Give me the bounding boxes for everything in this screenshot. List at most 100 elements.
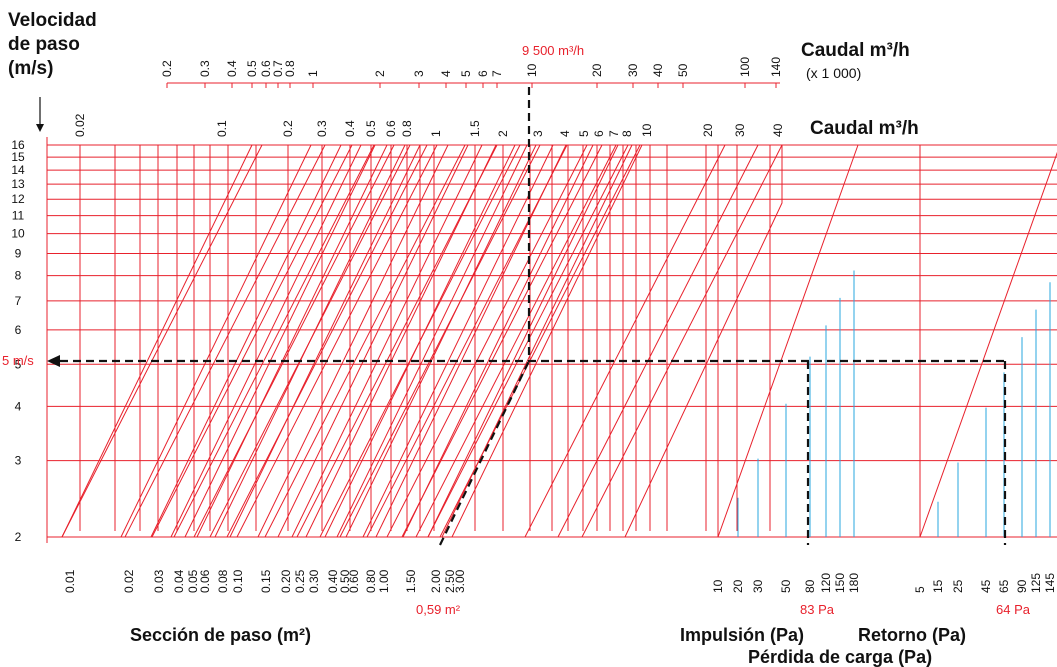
upper-flow-tick-label: 1.5 bbox=[468, 120, 482, 137]
section-tick-label: 0.25 bbox=[293, 569, 307, 593]
top-flow-tick-label: 20 bbox=[590, 63, 604, 77]
section-tick-label: 0.50 bbox=[338, 569, 352, 593]
top-flow-tick-label: 0.7 bbox=[271, 60, 285, 77]
flow-diagonal bbox=[366, 144, 568, 538]
section-tick-label: 0.08 bbox=[216, 569, 230, 593]
diagonal-lines bbox=[61, 144, 1057, 538]
section-diagonal bbox=[196, 144, 388, 538]
top-flow-tick-label: 40 bbox=[651, 63, 665, 77]
top-flow-tick-label: 10 bbox=[525, 63, 539, 77]
flow-diagonal bbox=[226, 144, 428, 538]
flow-diagonal bbox=[524, 144, 726, 538]
velocity-title-line3: (m/s) bbox=[8, 58, 53, 79]
top-flow-tick-label: 1 bbox=[306, 70, 320, 77]
top-flow-tick-label: 0.8 bbox=[283, 60, 297, 77]
section-tick-label: 0.15 bbox=[259, 569, 273, 593]
upper-flow-tick-label: 0.3 bbox=[315, 120, 329, 137]
section-tick-label: 1.50 bbox=[404, 569, 418, 593]
flow-diagonal bbox=[296, 144, 498, 538]
top-flow-tick-label: 5 bbox=[459, 70, 473, 77]
upper-flow-tick-label: 4 bbox=[558, 130, 572, 137]
pressure-bars bbox=[737, 270, 1051, 537]
section-tick-label: 0.20 bbox=[279, 569, 293, 593]
top-flow-tick-label: 30 bbox=[626, 63, 640, 77]
velocity-tick-label: 15 bbox=[11, 150, 25, 164]
flow-boundary bbox=[624, 145, 783, 538]
impulsion-tick-label: 50 bbox=[779, 579, 793, 593]
retorno-tick-label: 145 bbox=[1043, 573, 1057, 593]
section-tick-label: 1.00 bbox=[377, 569, 391, 593]
section-tick-label: 0.02 bbox=[122, 569, 136, 593]
upper-flow-tick-label: 20 bbox=[701, 123, 715, 137]
velocity-tick-label: 6 bbox=[15, 323, 22, 337]
impulsion-tick-label: 150 bbox=[833, 573, 847, 593]
retorno-tick-label: 15 bbox=[931, 579, 945, 593]
section-diagonal bbox=[150, 144, 342, 538]
upper-flow-tick-label: 0.1 bbox=[215, 120, 229, 137]
upper-flow-tick-label: 1 bbox=[429, 130, 443, 137]
flow-diagonal bbox=[173, 144, 375, 538]
example-dashed-path bbox=[47, 87, 1007, 546]
section-diagonal bbox=[345, 144, 537, 538]
upper-flow-tick-label: 7 bbox=[607, 130, 621, 137]
velocity-arrow-head bbox=[47, 355, 60, 367]
impulsion-tick-label: 10 bbox=[711, 579, 725, 593]
section-diagonal bbox=[184, 144, 376, 538]
flow-diagonal bbox=[386, 144, 588, 538]
retorno-tick-label: 90 bbox=[1015, 579, 1029, 593]
section-tick-label: 0.03 bbox=[152, 569, 166, 593]
velocity-tick-label: 11 bbox=[12, 209, 25, 223]
top-flow-tick-label: 0.3 bbox=[198, 60, 212, 77]
flow-diagonal bbox=[151, 144, 353, 538]
flow-diagonal bbox=[319, 144, 521, 538]
impulsion-title: Impulsión (Pa) bbox=[680, 625, 804, 645]
velocity-tick-label: 14 bbox=[11, 163, 25, 177]
upper-flow-tick-label: 3 bbox=[531, 130, 545, 137]
top-flow-tick-label: 4 bbox=[439, 70, 453, 77]
upper-flow-tick-label: 0.5 bbox=[364, 120, 378, 137]
flow-diagonal bbox=[581, 144, 783, 538]
velocity-tick-label: 2 bbox=[15, 530, 22, 544]
velocity-tick-label: 13 bbox=[11, 177, 25, 191]
section-diagonal bbox=[336, 144, 528, 538]
upper-flow-title: Caudal m³/h bbox=[810, 118, 919, 139]
retorno-tick-label: 45 bbox=[979, 579, 993, 593]
retorno-title: Retorno (Pa) bbox=[858, 625, 966, 645]
retorno-tick-label: 5 bbox=[913, 586, 927, 593]
section-tick-label: 0.01 bbox=[63, 569, 77, 593]
section-diagonal bbox=[229, 144, 421, 538]
upper-flow-tick-label: 0.8 bbox=[400, 120, 414, 137]
chart-grid bbox=[36, 82, 1057, 543]
section-tick-label: 0.10 bbox=[231, 569, 245, 593]
impulsion-diagonal bbox=[717, 144, 859, 538]
impulsion-tick-label: 120 bbox=[819, 573, 833, 593]
section-diagonal bbox=[375, 144, 567, 538]
impulsion-tick-label: 180 bbox=[847, 573, 861, 593]
impulsion-tick-label: 80 bbox=[803, 579, 817, 593]
section-diagonal bbox=[170, 144, 362, 538]
section-diagonal bbox=[61, 144, 253, 538]
upper-flow-tick-label: 0.2 bbox=[281, 120, 295, 137]
upper-flow-tick-label: 0.4 bbox=[343, 120, 357, 137]
section-tick-label: 0.05 bbox=[186, 569, 200, 593]
upper-flow-tick-label: 40 bbox=[771, 123, 785, 137]
section-diagonal bbox=[427, 144, 619, 538]
dashed-section-line bbox=[439, 360, 530, 546]
top-flow-tick-label: 140 bbox=[769, 57, 783, 77]
top-flow-tick-label: 100 bbox=[738, 57, 752, 77]
retorno-annotation: 64 Pa bbox=[996, 602, 1031, 617]
section-diagonal bbox=[277, 144, 469, 538]
velocity-tick-label: 16 bbox=[11, 138, 25, 152]
velocity-tick-label: 4 bbox=[15, 399, 22, 413]
retorno-tick-label: 125 bbox=[1029, 573, 1043, 593]
top-flow-tick-label: 0.5 bbox=[245, 60, 259, 77]
flow-diagonal bbox=[264, 144, 466, 538]
velocity-tick-label: 8 bbox=[15, 269, 22, 283]
section-annotation: 0,59 m² bbox=[416, 602, 461, 617]
upper-flow-tick-label: 0.02 bbox=[73, 113, 87, 137]
flow-diagonal bbox=[401, 144, 603, 538]
top-flow-tick-label: 0.4 bbox=[225, 60, 239, 77]
retorno-diagonal bbox=[919, 151, 1057, 538]
upper-flow-tick-label: 2 bbox=[496, 130, 510, 137]
